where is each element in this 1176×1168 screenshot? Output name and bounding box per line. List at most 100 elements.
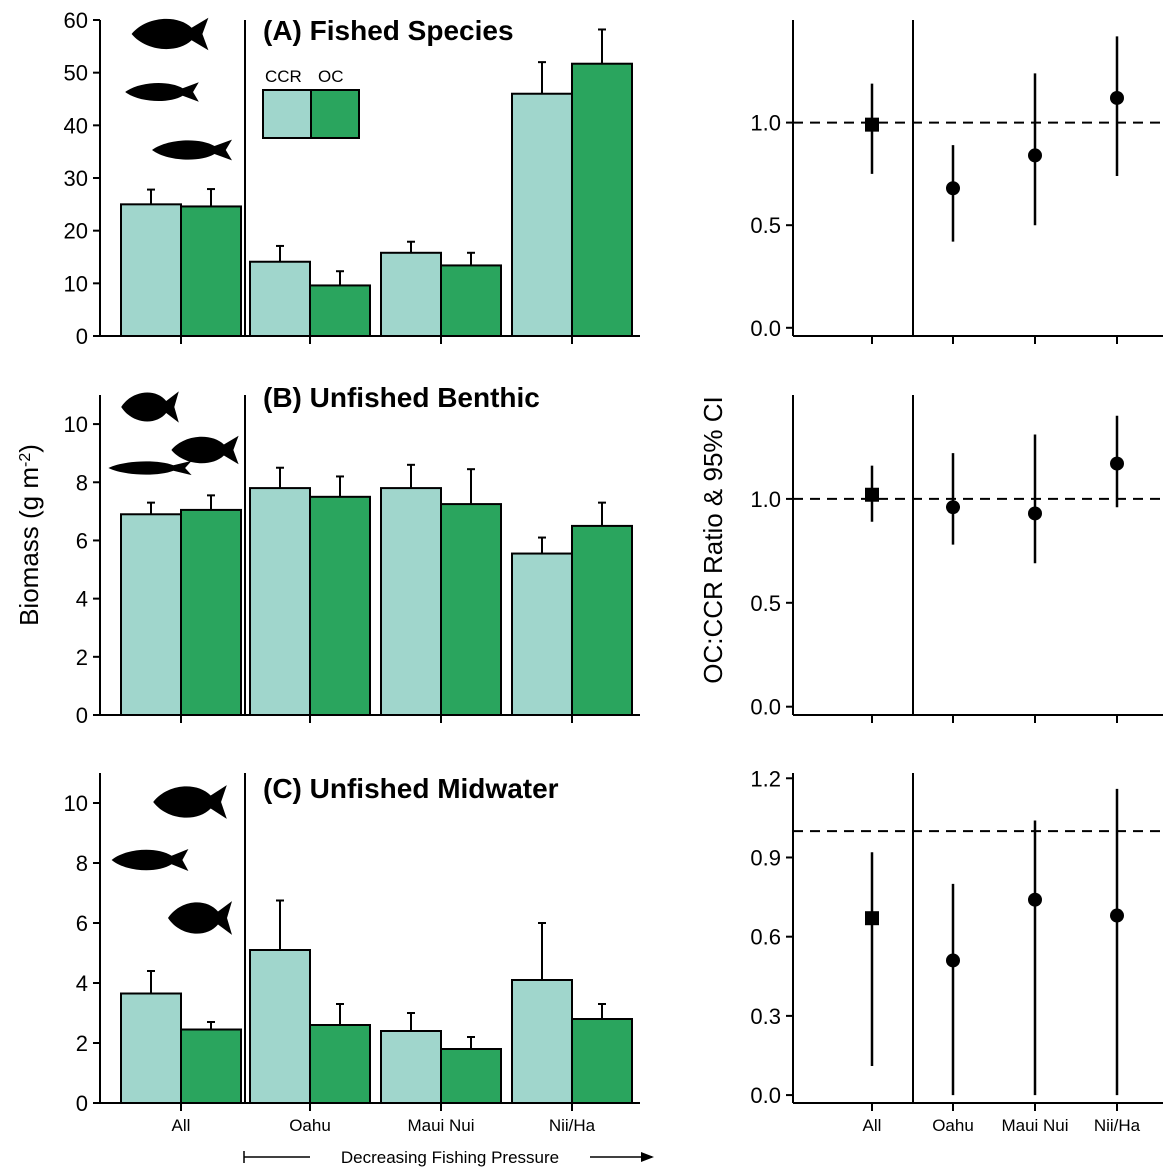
bar-ccr — [249, 487, 311, 716]
y-tick-label: 6 — [76, 528, 88, 553]
fish-silhouette-icon — [171, 435, 239, 465]
bar-oc — [571, 62, 633, 337]
bar-oc — [571, 1018, 633, 1104]
left-y-axis-label-text: Biomass (g m — [14, 467, 44, 626]
y-tick-label: 40 — [64, 113, 88, 138]
y-tick-label: 2 — [76, 1031, 88, 1056]
bar-panel-a: 0 10 20 30 40 50 60 (A) Fished Species — [64, 8, 640, 349]
x-tick-label: Maui Nui — [407, 1116, 474, 1135]
left-y-axis-label: Biomass (g m-2) — [14, 444, 44, 626]
panel-title: (B) Unfished Benthic — [263, 382, 540, 413]
y-tick-label: 0.3 — [750, 1004, 781, 1029]
y-tick-label: 0.0 — [750, 695, 781, 720]
y-tick-label: 8 — [76, 851, 88, 876]
x-tick-label: All — [172, 1116, 191, 1135]
x-tick-label: Nii/Ha — [1094, 1116, 1141, 1135]
fish-silhouette-icon — [131, 17, 209, 51]
bar-ccr — [380, 251, 442, 337]
bar-oc — [180, 205, 242, 337]
bar-ccr — [380, 487, 442, 716]
bar-ccr — [120, 203, 182, 337]
bar-ccr — [511, 92, 573, 337]
left-y-axis-label-superscript: -2 — [17, 453, 34, 467]
legend-swatch-oc — [310, 89, 360, 139]
left-y-axis-label-close: ) — [14, 444, 44, 453]
y-tick-label: 10 — [64, 271, 88, 296]
y-tick-label: 0.5 — [750, 591, 781, 616]
ratio-panel-c: 0.0 0.3 0.6 0.9 1.2 All Oahu Maui Nui Nii/Ha — [750, 766, 1163, 1135]
y-tick-label: 60 — [64, 8, 88, 33]
ratio-point-circle — [1110, 90, 1124, 105]
fishing-pressure-arrow: Decreasing Fishing Pressure — [243, 1148, 654, 1167]
y-tick-label: 0 — [76, 324, 88, 349]
y-tick-label: 4 — [76, 971, 88, 996]
bar-oc — [440, 264, 502, 337]
panel-title: (A) Fished Species — [263, 15, 514, 46]
y-tick-label: 30 — [64, 166, 88, 191]
x-tick-label: Oahu — [932, 1116, 974, 1135]
ratio-point-circle — [1110, 456, 1124, 471]
bar-oc — [309, 284, 371, 338]
bar-panel-c: 0 2 4 6 8 10 All Oahu Maui Nui Nii/Ha (C) Unfished… — [64, 773, 640, 1135]
fish-silhouette-icon — [111, 848, 189, 872]
y-tick-label: 0.5 — [750, 213, 781, 238]
bar-ccr — [120, 992, 182, 1104]
fish-silhouette-icon — [121, 391, 179, 423]
x-tick-label: All — [863, 1116, 882, 1135]
bar-oc — [571, 524, 633, 717]
bar-ccr — [249, 949, 311, 1104]
bar-panel-b: 0 2 4 6 8 10 (B) Unfished Benthic — [64, 382, 640, 728]
bar-ccr — [380, 1030, 442, 1104]
y-tick-label: 0 — [76, 703, 88, 728]
ratio-point-square — [865, 117, 879, 132]
ratio-panel-a: 0.0 0.5 1.0 — [750, 20, 1163, 344]
bar-ccr — [120, 513, 182, 716]
fish-silhouette-icon — [125, 82, 199, 102]
y-tick-label: 6 — [76, 911, 88, 936]
bar-oc — [440, 503, 502, 716]
y-tick-label: 1.2 — [750, 766, 781, 791]
ratio-point-circle — [1028, 506, 1042, 521]
y-tick-label: 0.0 — [750, 1083, 781, 1108]
y-tick-label: 1.0 — [750, 487, 781, 512]
fish-silhouette-icon — [153, 785, 227, 819]
legend: CCR OC — [262, 67, 360, 139]
y-tick-label: 0.6 — [750, 925, 781, 950]
bar-oc — [180, 1028, 242, 1104]
bar-oc — [309, 495, 371, 716]
y-tick-label: 50 — [64, 61, 88, 86]
ratio-point-circle — [946, 500, 960, 515]
panel-title: (C) Unfished Midwater — [263, 773, 559, 804]
y-tick-label: 0 — [76, 1091, 88, 1116]
ratio-point-square — [865, 911, 879, 926]
x-tick-label: Nii/Ha — [549, 1116, 596, 1135]
y-tick-label: 1.0 — [750, 111, 781, 136]
x-tick-label: Oahu — [289, 1116, 331, 1135]
legend-label-oc: OC — [318, 67, 344, 86]
y-tick-label: 4 — [76, 587, 88, 612]
ratio-point-circle — [946, 181, 960, 196]
y-tick-label: 0.9 — [750, 845, 781, 870]
fish-silhouettes — [108, 17, 239, 935]
bar-ccr — [249, 260, 311, 337]
y-tick-label: 10 — [64, 412, 88, 437]
ratio-point-circle — [946, 953, 960, 968]
y-tick-label: 0.0 — [750, 316, 781, 341]
bar-ccr — [511, 552, 573, 717]
legend-label-ccr: CCR — [265, 67, 302, 86]
ratio-panel-b: 0.0 0.5 1.0 — [750, 395, 1163, 723]
fishing-pressure-label: Decreasing Fishing Pressure — [341, 1148, 559, 1167]
ratio-point-circle — [1110, 908, 1124, 923]
bar-ccr — [511, 979, 573, 1104]
ratio-point-square — [865, 487, 879, 502]
right-y-axis-label: OC:CCR Ratio & 95% CI — [698, 396, 728, 684]
fish-silhouette-icon — [152, 139, 232, 161]
x-tick-label: Maui Nui — [1001, 1116, 1068, 1135]
ratio-point-circle — [1028, 892, 1042, 907]
legend-swatch-ccr — [262, 89, 312, 139]
y-tick-label: 10 — [64, 791, 88, 816]
bar-oc — [440, 1048, 502, 1104]
y-tick-label: 20 — [64, 219, 88, 244]
